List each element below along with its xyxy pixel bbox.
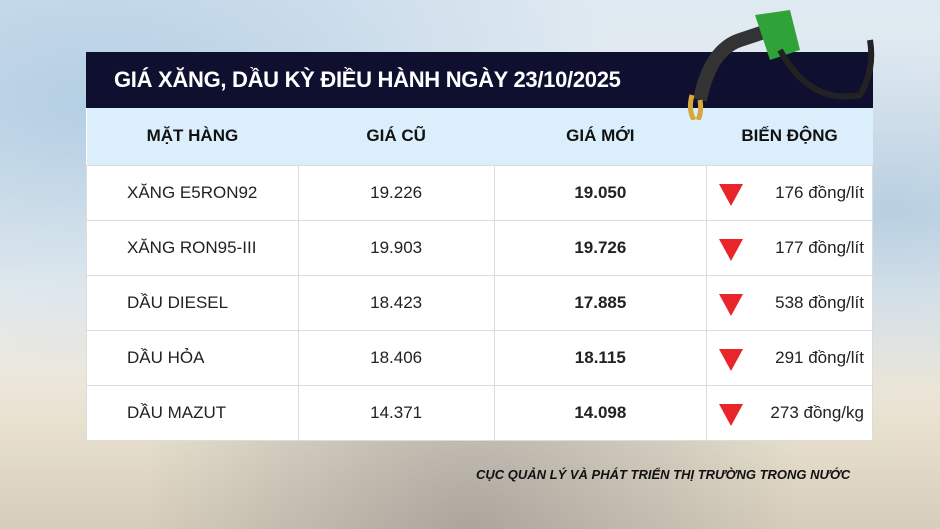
new-price: 19.050 <box>493 164 708 221</box>
change-value: 177 đồng/lít <box>775 237 864 257</box>
column-header: GIÁ MỚI <box>494 108 707 165</box>
product-name: DẦU HỎA <box>86 329 299 386</box>
old-price: 14.371 <box>297 384 495 441</box>
new-price: 17.885 <box>493 274 708 331</box>
down-arrow-icon <box>719 183 744 206</box>
price-change: 273 đồng/kg <box>706 384 873 441</box>
product-name: DẦU DIESEL <box>86 274 299 331</box>
price-change: 177 đồng/lít <box>706 219 873 276</box>
product-name: XĂNG RON95-III <box>86 219 299 276</box>
price-change: 538 đồng/lít <box>706 274 873 331</box>
change-value: 291 đồng/lít <box>775 347 864 367</box>
table-row: DẦU DIESEL 18.423 17.885 538 đồng/lít <box>86 274 873 331</box>
new-price: 14.098 <box>493 384 708 441</box>
down-arrow-icon <box>719 293 744 316</box>
column-header: BIẾN ĐỘNG <box>706 108 873 165</box>
table-row: XĂNG RON95-III 19.903 19.726 177 đồng/lí… <box>86 219 873 276</box>
table-row: DẦU HỎA 18.406 18.115 291 đồng/lít <box>86 329 873 386</box>
product-name: DẦU MAZUT <box>86 384 299 441</box>
fuel-nozzle-icon <box>687 10 875 120</box>
change-value: 176 đồng/lít <box>775 182 864 202</box>
old-price: 18.423 <box>297 274 495 331</box>
change-value: 273 đồng/kg <box>770 402 864 422</box>
price-table: MẶT HÀNG GIÁ CŨ GIÁ MỚI BIẾN ĐỘNG XĂNG E… <box>86 108 873 441</box>
down-arrow-icon <box>719 238 744 261</box>
change-value: 538 đồng/lít <box>775 292 864 312</box>
new-price: 19.726 <box>493 219 708 276</box>
table-row: XĂNG E5RON92 19.226 19.050 176 đồng/lít <box>86 164 873 221</box>
price-card: GIÁ XĂNG, DẦU KỲ ĐIỀU HÀNH NGÀY 23/10/20… <box>86 52 873 441</box>
page-title: GIÁ XĂNG, DẦU KỲ ĐIỀU HÀNH NGÀY 23/10/20… <box>86 52 873 108</box>
price-change: 176 đồng/lít <box>706 164 873 221</box>
product-name: XĂNG E5RON92 <box>86 164 299 221</box>
table-row: DẦU MAZUT 14.371 14.098 273 đồng/kg <box>86 384 873 441</box>
old-price: 19.903 <box>297 219 495 276</box>
column-header: MẶT HÀNG <box>86 108 299 165</box>
price-change: 291 đồng/lít <box>706 329 873 386</box>
column-header: GIÁ CŨ <box>298 108 494 165</box>
down-arrow-icon <box>719 348 744 371</box>
source-note: CỤC QUẢN LÝ VÀ PHÁT TRIỂN THỊ TRƯỜNG TRO… <box>476 467 851 482</box>
down-arrow-icon <box>719 403 744 426</box>
old-price: 18.406 <box>297 329 495 386</box>
new-price: 18.115 <box>493 329 708 386</box>
old-price: 19.226 <box>297 164 495 221</box>
